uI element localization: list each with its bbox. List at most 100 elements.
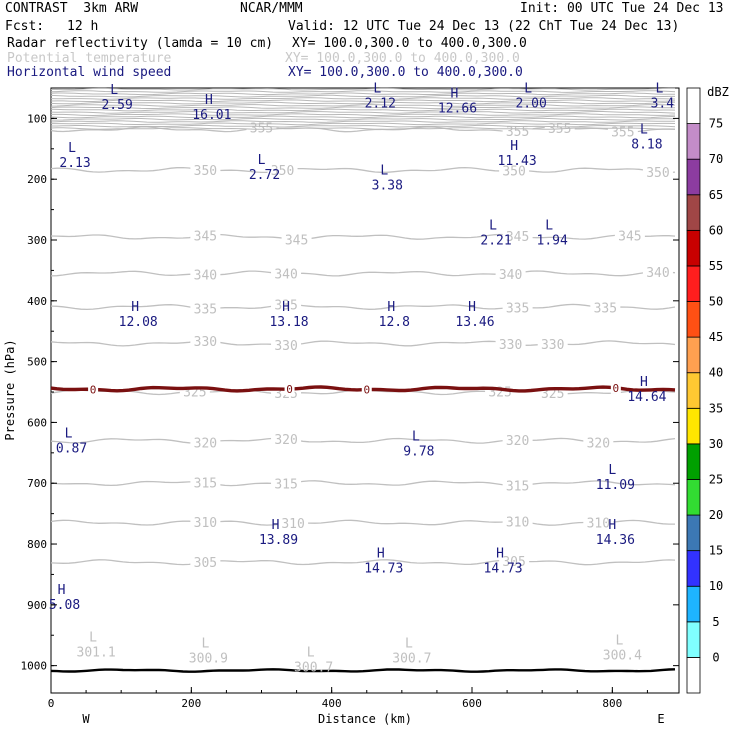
colorbar-tick-label: 55 (709, 259, 723, 273)
colorbar-tick-label: 0 (712, 650, 719, 664)
theta-label-bg (495, 337, 526, 351)
theta-extremum-value: 301.1 (77, 645, 116, 660)
theta-band-line (50, 99, 676, 103)
wind-extremum-low-mark: L (545, 219, 553, 234)
wind-extremum-value: 9.78 (403, 445, 434, 460)
wind-extremum-value: 14.73 (484, 561, 523, 576)
wind-extremum-value: 2.12 (365, 96, 396, 111)
theta-contour-310 (50, 519, 675, 526)
theta-label: 325 (541, 387, 564, 402)
theta-label-bg (190, 476, 221, 490)
theta-band-line (50, 120, 676, 123)
wind-extremum-low-mark: L (68, 141, 76, 156)
wind-extremum-value: 12.8 (379, 315, 410, 330)
wind-extremum-value: 3.38 (372, 178, 403, 193)
reflectivity-label-bg (88, 383, 99, 396)
theta-label: 355 (548, 122, 571, 137)
theta-label-bg (271, 338, 302, 352)
x-tick-label: 600 (462, 697, 482, 710)
y-tick-label: 200 (27, 173, 47, 186)
wind-extremum-low-mark: L (640, 123, 648, 138)
colorbar-tick-label: 20 (709, 508, 723, 522)
wind-extremum-low-mark: L (380, 163, 388, 178)
theta-label-bg (537, 337, 568, 351)
wind-extremum-high-mark: H (510, 139, 518, 154)
theta-label-bg (281, 233, 312, 247)
theta-band-line (50, 106, 675, 110)
colorbar-tick-label: 15 (709, 544, 723, 558)
east-label: E (657, 712, 664, 726)
theta-label-bg (502, 434, 533, 448)
colorbar-swatch (686, 514, 701, 552)
reflectivity-zero-label: 0 (286, 383, 293, 396)
theta-contour-350 (50, 166, 676, 174)
theta-label: 310 (281, 517, 304, 532)
theta-contour-320 (50, 437, 676, 444)
colorbar-tick-label: 70 (709, 152, 723, 166)
init-time: Init: 00 UTC Tue 24 Dec 13 (520, 1, 724, 16)
wind-extremum-value: 16.01 (192, 108, 231, 123)
wind-extremum-low-mark: L (258, 153, 266, 168)
reflectivity-zero-label: 0 (613, 382, 620, 395)
theta-band-line (50, 110, 676, 114)
theta-label: 335 (274, 299, 297, 314)
wind-extremum-low-mark: L (412, 430, 420, 445)
theta-band-line (50, 127, 676, 130)
theta-label-bg (271, 267, 302, 281)
wind-extremum-high-mark: H (387, 300, 395, 315)
wind-extremum-low-mark: L (608, 463, 616, 478)
theta-label-bg (190, 164, 221, 178)
wind-extremum-high-mark: H (640, 375, 648, 390)
y-tick-label: 500 (27, 356, 47, 369)
colorbar-tick-label: 10 (709, 579, 723, 593)
theta-label: 320 (274, 433, 297, 448)
theta-label-bg (502, 515, 533, 529)
colorbar-tick-label: 65 (709, 188, 723, 202)
colorbar-swatch (686, 621, 701, 658)
wind-extremum-low-mark: L (524, 81, 532, 96)
theta-extremum-value: 300.7 (392, 651, 431, 666)
field-name-theta: Potential temperature (7, 51, 172, 66)
theta-label-bg (583, 436, 614, 450)
colorbar-swatch (686, 265, 701, 302)
y-tick-label: 700 (27, 477, 47, 490)
theta-band-line (50, 87, 675, 91)
colorbar-swatch (686, 443, 701, 480)
theta-label: 345 (506, 230, 529, 245)
colorbar-tick-label: 25 (709, 472, 723, 486)
theta-label: 355 (611, 125, 634, 140)
x-tick-label: 0 (48, 697, 55, 710)
reflectivity-zero-contour-group: 0 0 0 0 (50, 381, 676, 397)
theta-label: 340 (499, 268, 522, 283)
theta-band-line (51, 113, 676, 117)
colorbar: 0 5 10 15 20 25 30 35 40 45 50 55 60 65 70 75 dBZ (686, 85, 729, 694)
model-title: CONTRAST 3km ARW (5, 1, 139, 16)
wind-extremum-value: 12.66 (438, 102, 477, 117)
wind-extremum-high-mark: H (131, 300, 139, 315)
theta-label-bg (495, 267, 526, 281)
wind-extremum-value: 3.4 (651, 96, 675, 111)
wind-extremum-value: 0.87 (56, 442, 87, 457)
theta-label: 345 (618, 230, 641, 245)
colorbar-tick-label: 50 (709, 295, 723, 309)
theta-band-line (50, 92, 675, 96)
colorbar-unit: dBZ (707, 85, 729, 99)
colorbar-tick-label: 75 (709, 117, 723, 131)
colorbar-swatch (686, 407, 701, 445)
theta-label: 350 (194, 164, 217, 179)
theta-label-bg (499, 554, 530, 568)
theta-label-bg (190, 302, 221, 316)
field-name-wind: Horizontal wind speed (7, 65, 172, 80)
colorbar-swatch (686, 479, 701, 516)
theta-label-bg (642, 165, 673, 179)
reflectivity-label-bg (361, 383, 372, 396)
theta-label-bg (642, 265, 673, 279)
theta-label: 335 (194, 303, 217, 318)
wind-extremum-high-mark: H (205, 93, 213, 108)
wind-extremum-value: 1.94 (537, 234, 568, 249)
reflectivity-label-bg (610, 381, 621, 394)
colorbar-tick-label: 60 (709, 223, 723, 237)
wind-extremum-low-mark: L (489, 219, 497, 234)
valid-time: Valid: 12 UTC Tue 24 Dec 13 (22 ChT Tue … (288, 19, 680, 34)
